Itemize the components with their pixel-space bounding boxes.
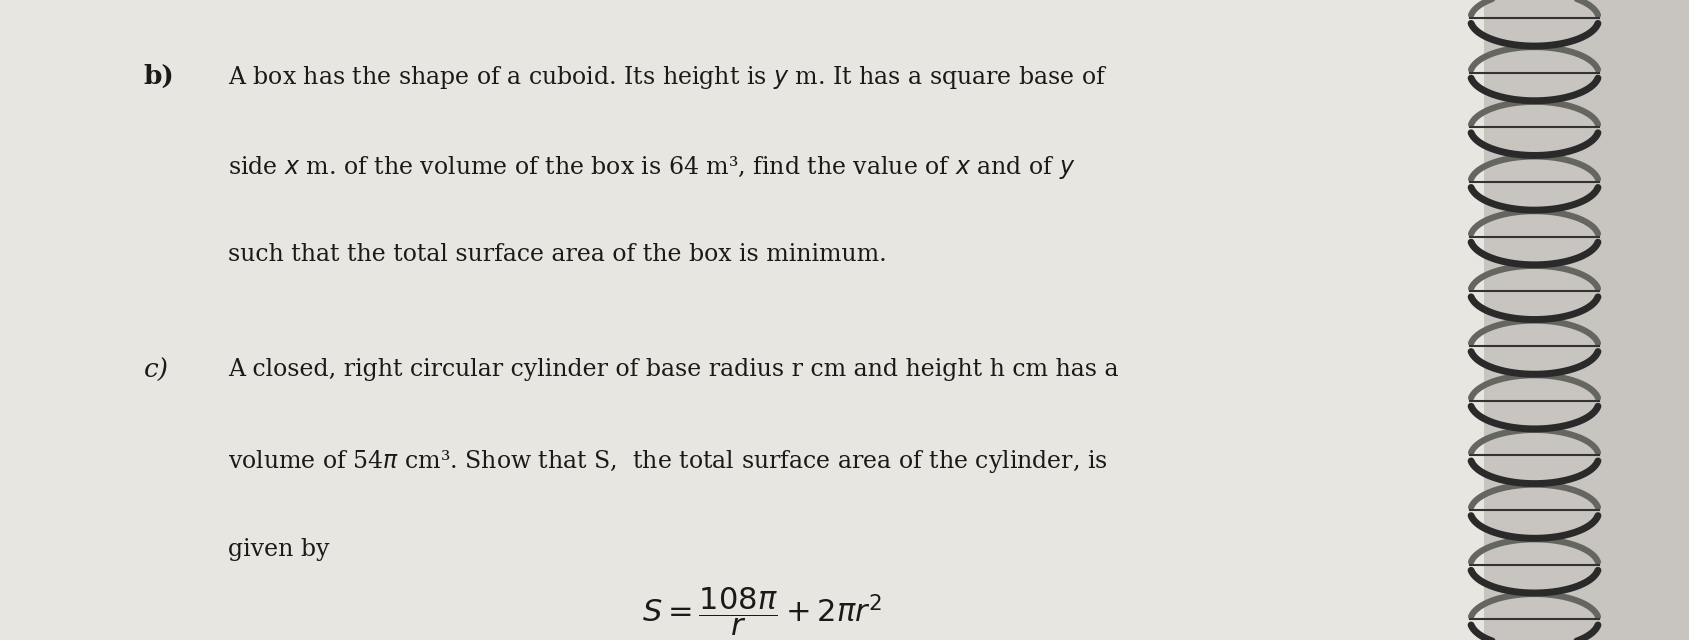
- FancyBboxPatch shape: [0, 0, 1483, 640]
- Text: b): b): [144, 64, 174, 89]
- Text: given by: given by: [228, 538, 329, 561]
- Text: A closed, right circular cylinder of base radius r cm and height h cm has a: A closed, right circular cylinder of bas…: [228, 358, 1118, 381]
- Text: side $x$ m. of the volume of the box is 64 m³, find the value of $x$ and of $y$: side $x$ m. of the volume of the box is …: [228, 154, 1074, 180]
- Text: A box has the shape of a cuboid. Its height is $y$ m. It has a square base of: A box has the shape of a cuboid. Its hei…: [228, 64, 1106, 91]
- Text: such that the total surface area of the box is minimum.: such that the total surface area of the …: [228, 243, 887, 266]
- Text: c): c): [144, 358, 169, 383]
- Text: $S = \dfrac{108\pi}{r} + 2\pi r^2$: $S = \dfrac{108\pi}{r} + 2\pi r^2$: [642, 586, 882, 638]
- FancyBboxPatch shape: [1490, 0, 1689, 640]
- Text: volume of 54$\pi$ cm³. Show that S,  the total surface area of the cylinder, is: volume of 54$\pi$ cm³. Show that S, the …: [228, 448, 1108, 475]
